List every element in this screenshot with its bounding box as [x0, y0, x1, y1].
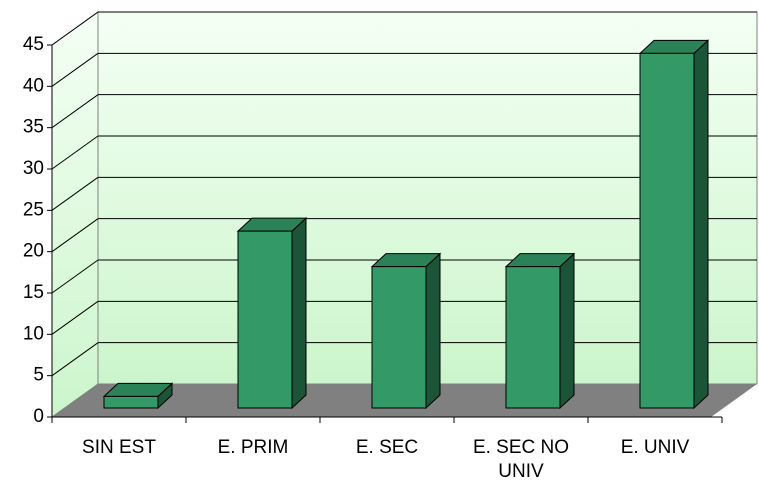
grid-line: [51, 300, 99, 335]
y-tick-label: 15: [23, 282, 44, 303]
bar: [371, 266, 427, 409]
grid-line: [51, 135, 99, 170]
bar: [103, 395, 159, 409]
grid-line: [51, 11, 99, 46]
y-tick-label: 45: [23, 34, 44, 55]
x-tick-label: E. UNIV: [620, 437, 690, 458]
x-tick-label: SIN EST: [82, 437, 156, 458]
grid-line: [51, 94, 99, 129]
y-tick-label: 35: [23, 117, 44, 138]
grid-line: [51, 218, 99, 253]
grid-line: [51, 176, 99, 211]
x-tick-label: E. SEC: [355, 437, 419, 458]
bar: [639, 52, 695, 409]
y-tick-label: 5: [33, 365, 44, 386]
bar-side: [425, 252, 441, 410]
bar-side: [291, 216, 307, 410]
y-tick-label: 40: [23, 75, 44, 96]
y-tick-label: 25: [23, 199, 44, 220]
grid-line: [51, 52, 99, 87]
bar: [505, 266, 561, 409]
bar-side: [693, 39, 709, 410]
grid-line: [51, 259, 99, 294]
grid-line: [51, 342, 99, 377]
bar: [237, 230, 293, 409]
bar-side: [559, 252, 575, 410]
y-tick-label: 0: [33, 406, 44, 427]
y-tick-label: 30: [23, 158, 44, 179]
y-tick-label: 10: [23, 323, 44, 344]
side-wall: [51, 11, 99, 418]
x-tick-label: E. PRIM: [217, 437, 289, 458]
y-tick-label: 20: [23, 241, 44, 262]
x-tick-label: E. SEC NO UNIV: [472, 437, 570, 482]
